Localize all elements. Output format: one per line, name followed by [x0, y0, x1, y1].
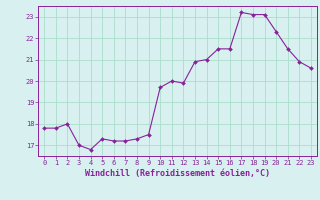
X-axis label: Windchill (Refroidissement éolien,°C): Windchill (Refroidissement éolien,°C) — [85, 169, 270, 178]
